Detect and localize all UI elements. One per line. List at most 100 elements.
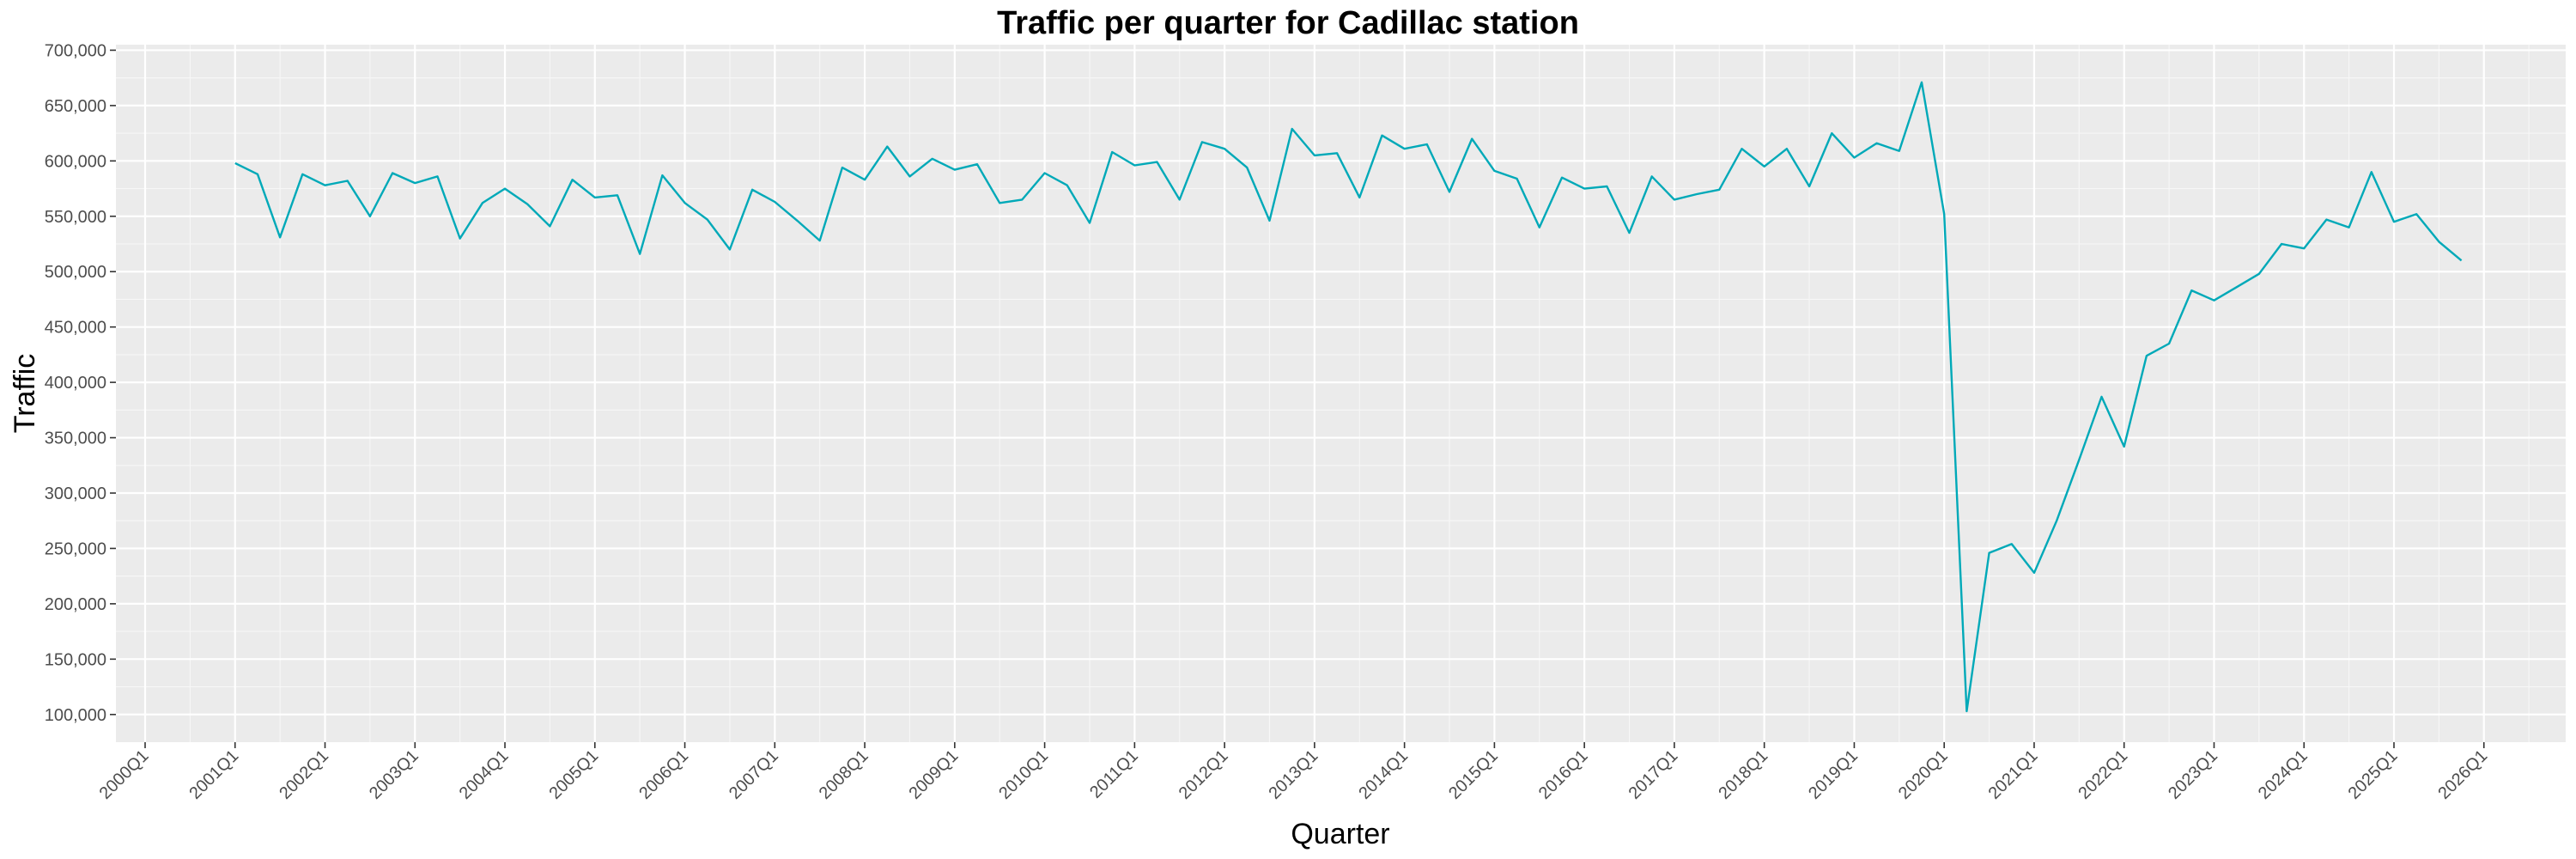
x-tick-label: 2014Q1	[1355, 746, 1412, 803]
x-tick-label: 2009Q1	[905, 746, 962, 803]
data-point	[1763, 165, 1766, 168]
data-point	[436, 174, 440, 178]
x-tick-label: 2024Q1	[2255, 746, 2312, 803]
data-point	[1785, 147, 1789, 150]
x-tick-label: 2015Q1	[1445, 746, 1502, 803]
x-tick-label: 2023Q1	[2165, 746, 2221, 803]
data-point	[2010, 542, 2014, 545]
data-point	[998, 201, 1001, 204]
x-tick-label: 2025Q1	[2345, 746, 2402, 803]
data-point	[413, 181, 416, 185]
data-point	[2324, 218, 2328, 222]
x-tick-label: 2006Q1	[635, 746, 692, 803]
data-point	[2077, 458, 2081, 461]
data-point	[2280, 242, 2283, 246]
data-point	[953, 168, 957, 172]
data-point	[1695, 192, 1698, 196]
x-tick-label: 2001Q1	[185, 746, 242, 803]
data-point	[1942, 212, 1946, 216]
data-point	[885, 145, 889, 149]
x-tick-label: 2021Q1	[1985, 746, 2042, 803]
data-point	[593, 196, 597, 199]
y-axis-title: Traffic	[9, 354, 41, 434]
data-point	[1492, 169, 1496, 173]
data-point	[1538, 226, 1541, 229]
data-point	[1898, 149, 1901, 153]
data-point	[1673, 198, 1676, 201]
data-point	[1200, 140, 1204, 143]
data-point	[1358, 196, 1361, 199]
data-point	[324, 184, 327, 187]
data-point	[1965, 710, 1968, 713]
data-point	[863, 178, 866, 181]
y-tick-label: 700,000	[45, 41, 106, 60]
data-point	[256, 173, 259, 176]
x-tick-label: 2007Q1	[726, 746, 782, 803]
x-tick-label: 2022Q1	[2075, 746, 2131, 803]
data-point	[1988, 551, 1991, 555]
data-point	[683, 201, 687, 204]
data-point	[2213, 299, 2216, 302]
y-tick-label: 650,000	[45, 97, 106, 116]
data-point	[1448, 190, 1451, 193]
x-tick-label: 2005Q1	[545, 746, 602, 803]
x-tick-label: 2020Q1	[1895, 746, 1952, 803]
data-point	[503, 187, 507, 191]
x-tick-label: 2013Q1	[1266, 746, 1322, 803]
x-tick-label: 2008Q1	[816, 746, 872, 803]
data-point	[1268, 219, 1272, 222]
x-tick-label: 2026Q1	[2434, 746, 2491, 803]
data-point	[818, 239, 822, 242]
y-tick-label: 600,000	[45, 152, 106, 171]
data-point	[638, 253, 641, 256]
chart-title: Traffic per quarter for Cadillac station	[997, 5, 1579, 41]
data-point	[278, 235, 282, 239]
data-point	[1245, 166, 1249, 169]
x-tick-label: 2016Q1	[1535, 746, 1592, 803]
data-point	[975, 162, 979, 166]
data-point	[481, 201, 484, 204]
x-tick-label: 2018Q1	[1715, 746, 1771, 803]
data-point	[548, 224, 551, 228]
data-point	[2235, 285, 2239, 289]
data-point	[2415, 212, 2418, 216]
data-point	[1583, 187, 1586, 191]
data-point	[2302, 247, 2306, 250]
data-point	[2100, 395, 2104, 399]
data-point	[459, 237, 462, 241]
data-point	[2437, 240, 2440, 243]
x-tick-label: 2019Q1	[1805, 746, 1862, 803]
data-point	[2257, 272, 2261, 276]
data-point	[1650, 174, 1654, 178]
x-tick-label: 2003Q1	[366, 746, 422, 803]
data-point	[1043, 172, 1047, 175]
y-tick-label: 200,000	[45, 595, 106, 614]
data-point	[796, 219, 799, 222]
data-point	[526, 203, 529, 206]
data-point	[346, 180, 349, 183]
data-point	[2348, 226, 2351, 229]
y-tick-label: 500,000	[45, 263, 106, 282]
data-point	[2055, 519, 2058, 522]
data-point	[1470, 137, 1473, 141]
data-point	[2032, 571, 2036, 575]
data-point	[616, 193, 619, 197]
x-tick-label: 2010Q1	[995, 746, 1052, 803]
data-point	[1628, 231, 1631, 235]
y-tick-label: 450,000	[45, 319, 106, 338]
x-tick-label: 2012Q1	[1176, 746, 1232, 803]
data-point	[1425, 143, 1429, 146]
data-point	[1852, 156, 1856, 160]
data-point	[2190, 289, 2193, 292]
data-point	[1313, 154, 1316, 157]
data-point	[2370, 170, 2373, 174]
y-tick-label: 550,000	[45, 208, 106, 227]
data-point	[1516, 177, 1519, 180]
data-point	[1403, 147, 1406, 150]
data-point	[1020, 198, 1024, 201]
data-point	[2123, 445, 2126, 448]
data-point	[773, 200, 776, 204]
x-axis-title: Quarter	[1291, 818, 1389, 850]
data-point	[1605, 185, 1608, 188]
